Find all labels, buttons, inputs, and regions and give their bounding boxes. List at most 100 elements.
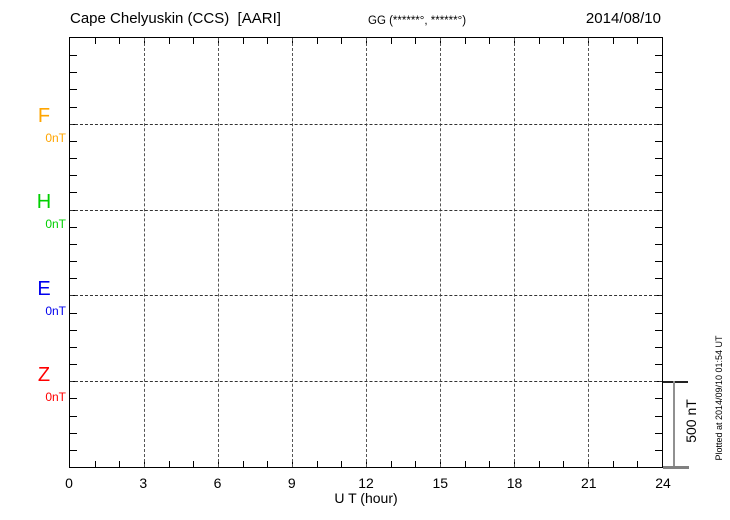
y-axis-tick-right [655, 72, 662, 74]
y-axis-tick-right [655, 175, 662, 177]
x-axis-tick-bottom [94, 461, 96, 467]
x-tick-label: 18 [506, 475, 523, 491]
y-axis-tick-right [655, 364, 662, 366]
x-axis-tick-top [637, 38, 639, 44]
x-axis-title: U T (hour) [334, 490, 398, 506]
y-axis-tick-left [70, 312, 77, 314]
y-axis-tick-left [70, 106, 77, 108]
x-tick-label: 12 [358, 475, 374, 491]
scale-bar-line [673, 381, 675, 468]
y-axis-tick-right [655, 415, 662, 417]
x-tick-label: 15 [432, 475, 449, 491]
scale-bar-bottom-cap [663, 466, 689, 469]
x-axis-tick-top [193, 38, 195, 44]
component-zero-label-Z: 0nT [45, 389, 66, 404]
zero-reference-line [70, 295, 662, 297]
y-axis-tick-left [70, 449, 77, 451]
y-axis-tick-right [655, 432, 662, 434]
y-axis-tick-left [70, 398, 77, 400]
date-label: 2014/08/10 [585, 10, 661, 27]
x-axis-tick-top [242, 38, 244, 44]
gridline-vertical [440, 38, 441, 467]
scale-bar-label: 500 nT [683, 399, 699, 443]
plot-area [69, 37, 663, 468]
x-axis-tick-bottom [119, 461, 121, 467]
y-axis-tick-right [655, 226, 662, 228]
gridline-vertical [144, 38, 145, 467]
y-axis-tick-right [655, 346, 662, 348]
x-axis-tick-top [464, 38, 466, 44]
x-axis-tick-top [316, 38, 318, 44]
y-axis-tick-left [70, 55, 77, 57]
y-axis-tick-right [655, 278, 662, 280]
x-axis-tick-top [489, 38, 491, 44]
x-axis-tick-bottom [464, 461, 466, 467]
y-axis-tick-right [655, 329, 662, 331]
x-axis-tick-top [341, 38, 343, 44]
scale-bar-top-cap [663, 381, 688, 383]
x-axis-tick-bottom [637, 461, 639, 467]
x-axis-tick-top [563, 38, 565, 44]
plotted-at-label: Plotted at 2014/09/10 01:54 UT [714, 335, 724, 461]
gridline-vertical [514, 38, 515, 467]
x-axis-tick-top [168, 38, 170, 44]
y-axis-tick-left [70, 226, 77, 228]
y-axis-tick-left [70, 243, 77, 245]
x-tick-label: 24 [655, 475, 671, 491]
x-axis-tick-bottom [242, 461, 244, 467]
x-axis-tick-top [94, 38, 96, 44]
gridline-vertical [218, 38, 219, 467]
x-axis-tick-top [119, 38, 121, 44]
y-axis-tick-right [655, 106, 662, 108]
y-axis-tick-left [70, 415, 77, 417]
x-axis-tick-bottom [168, 461, 170, 467]
component-zero-label-E: 0nT [45, 303, 66, 318]
x-tick-label: 0 [65, 475, 73, 491]
x-axis-tick-top [538, 38, 540, 44]
x-axis-tick-bottom [316, 461, 318, 467]
y-axis-tick-left [70, 72, 77, 74]
y-axis-tick-right [655, 192, 662, 194]
y-axis-tick-right [655, 89, 662, 91]
station-title: Cape Chelyuskin (CCS) [AARI] [70, 10, 281, 27]
y-axis-tick-left [70, 192, 77, 194]
y-axis-tick-left [70, 278, 77, 280]
y-axis-tick-left [70, 89, 77, 91]
y-axis-tick-right [655, 261, 662, 263]
y-axis-tick-right [655, 312, 662, 314]
x-axis-tick-bottom [341, 461, 343, 467]
y-axis-tick-right [655, 140, 662, 142]
x-tick-label: 9 [287, 475, 296, 491]
coordinates-label: GG (******°, ******°) [368, 15, 467, 27]
zero-reference-line [70, 123, 662, 125]
gridline-vertical [588, 38, 589, 467]
y-axis-tick-right [655, 158, 662, 160]
x-axis-tick-bottom [267, 461, 269, 467]
y-axis-tick-right [655, 449, 662, 451]
x-axis-tick-bottom [563, 461, 565, 467]
component-zero-label-F: 0nT [45, 131, 66, 146]
component-label-Z: Z [37, 363, 51, 386]
y-axis-tick-left [70, 158, 77, 160]
y-axis-tick-right [655, 243, 662, 245]
x-tick-label: 6 [213, 475, 222, 491]
x-axis-tick-top [612, 38, 614, 44]
y-axis-tick-left [70, 364, 77, 366]
x-axis-tick-top [390, 38, 392, 44]
component-label-F: F [37, 105, 51, 128]
x-axis-tick-bottom [390, 461, 392, 467]
y-axis-tick-left [70, 261, 77, 263]
y-axis-tick-left [70, 432, 77, 434]
gridline-vertical [292, 38, 293, 467]
y-axis-tick-left [70, 329, 77, 331]
component-zero-label-H: 0nT [45, 217, 66, 232]
y-axis-tick-right [655, 398, 662, 400]
component-label-H: H [36, 191, 52, 214]
zero-reference-line [70, 209, 662, 211]
y-axis-tick-left [70, 175, 77, 177]
gridline-vertical [366, 38, 367, 467]
x-axis-tick-bottom [538, 461, 540, 467]
x-axis-tick-bottom [489, 461, 491, 467]
zero-reference-line [70, 381, 662, 383]
